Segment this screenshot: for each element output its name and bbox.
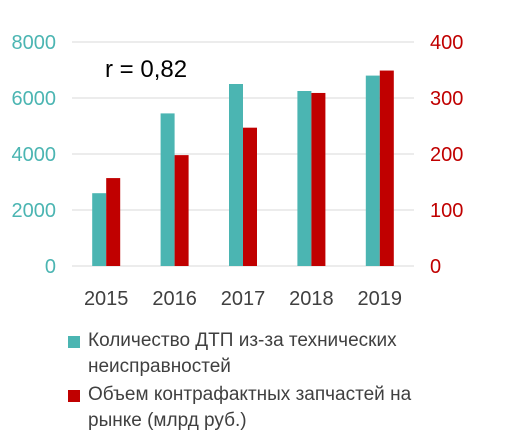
x-tick-label: 2017 <box>221 288 266 310</box>
correlation-annotation: r = 0,82 <box>105 56 187 83</box>
left-y-tick-label: 6000 <box>12 88 57 110</box>
left-axis-ticks: 0 2000 4000 6000 8000 <box>12 32 57 278</box>
x-tick-label: 2019 <box>358 288 403 310</box>
bar-accidents <box>92 193 107 266</box>
legend-item-accidents: Количество ДТП из-за технических неиспра… <box>68 328 468 380</box>
bar-accidents <box>160 113 175 267</box>
right-y-tick-label: 300 <box>430 88 463 110</box>
x-tick-label: 2016 <box>152 288 197 310</box>
left-y-tick-label: 0 <box>45 256 56 278</box>
bar-counterfeit <box>243 127 257 267</box>
right-y-tick-label: 0 <box>430 256 441 278</box>
x-tick-label: 2015 <box>84 288 129 310</box>
right-y-tick-label: 400 <box>430 32 463 54</box>
x-axis-labels: 2015 2016 2017 2018 2019 <box>84 288 402 310</box>
legend-swatch-accidents <box>68 336 80 348</box>
legend-swatch-counterfeit <box>68 390 80 402</box>
bars <box>92 70 394 267</box>
legend-item-counterfeit: Объем контрафактных запчастей на рынке (… <box>68 382 468 434</box>
right-y-tick-label: 200 <box>430 144 463 166</box>
left-y-tick-label: 4000 <box>12 144 57 166</box>
bar-counterfeit <box>311 92 326 267</box>
left-y-tick-label: 2000 <box>12 200 57 222</box>
bar-accidents <box>365 75 380 266</box>
x-tick-label: 2018 <box>289 288 334 310</box>
bar-counterfeit <box>379 70 394 266</box>
bar-accidents <box>229 84 243 266</box>
bar-accidents <box>297 91 312 266</box>
legend-label-counterfeit: Объем контрафактных запчастей на рынке (… <box>88 384 412 431</box>
bar-counterfeit <box>106 178 121 266</box>
legend-label-accidents: Количество ДТП из-за технических неиспра… <box>88 330 397 377</box>
bar-counterfeit <box>174 155 189 266</box>
right-y-tick-label: 100 <box>430 200 463 222</box>
left-y-tick-label: 8000 <box>12 32 57 54</box>
right-axis-ticks: 0 100 200 300 400 <box>430 32 463 278</box>
